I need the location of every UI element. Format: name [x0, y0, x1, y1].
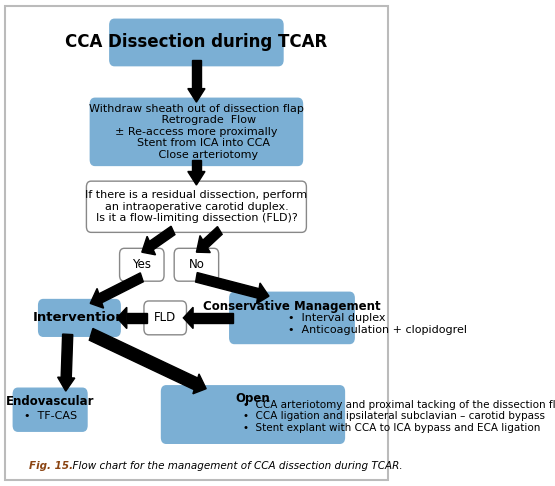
Text: Fig. 15.: Fig. 15. [29, 461, 73, 471]
Text: Open: Open [235, 392, 270, 405]
FancyBboxPatch shape [230, 292, 354, 344]
Polygon shape [99, 273, 143, 303]
Polygon shape [90, 289, 104, 308]
FancyBboxPatch shape [110, 19, 283, 66]
Text: Endovascular: Endovascular [6, 395, 94, 408]
FancyBboxPatch shape [162, 386, 345, 443]
Text: Flow chart for the management of CCA dissection during TCAR.: Flow chart for the management of CCA dis… [65, 461, 402, 471]
FancyBboxPatch shape [119, 248, 164, 281]
Polygon shape [149, 226, 175, 250]
FancyBboxPatch shape [39, 299, 120, 336]
Polygon shape [191, 159, 201, 172]
Polygon shape [196, 236, 210, 253]
Polygon shape [203, 226, 222, 248]
Polygon shape [61, 334, 73, 378]
Text: •  CCA arteriotomy and proximal tacking of the dissection flap
•  CCA ligation a: • CCA arteriotomy and proximal tacking o… [243, 400, 555, 433]
Text: •  TF-CAS: • TF-CAS [23, 411, 77, 421]
Text: Conservative Management: Conservative Management [203, 300, 381, 313]
Polygon shape [142, 236, 155, 255]
Polygon shape [193, 374, 206, 394]
Polygon shape [193, 313, 233, 323]
Polygon shape [256, 283, 269, 304]
Polygon shape [58, 377, 75, 391]
FancyBboxPatch shape [174, 248, 219, 281]
FancyBboxPatch shape [13, 388, 87, 431]
FancyBboxPatch shape [144, 301, 186, 335]
Polygon shape [127, 313, 147, 323]
Polygon shape [195, 273, 259, 298]
Text: Withdraw sheath out of dissection flap
       Retrograde  Flow
± Re-access more : Withdraw sheath out of dissection flap R… [89, 104, 304, 160]
Text: If there is a residual dissection, perform
an intraoperative carotid duplex.
Is : If there is a residual dissection, perfo… [85, 190, 307, 224]
FancyBboxPatch shape [6, 6, 387, 480]
Polygon shape [188, 172, 205, 185]
Text: Yes: Yes [132, 258, 152, 271]
Text: No: No [189, 258, 204, 271]
Polygon shape [188, 88, 205, 102]
FancyBboxPatch shape [87, 181, 306, 232]
Text: CCA Dissection during TCAR: CCA Dissection during TCAR [65, 34, 327, 52]
FancyBboxPatch shape [90, 98, 302, 165]
Polygon shape [117, 307, 127, 329]
Text: FLD: FLD [154, 312, 176, 324]
Text: Intervention: Intervention [33, 312, 126, 324]
Polygon shape [89, 329, 198, 390]
Text: •  Interval duplex
•  Anticoagulation + clopidogrel: • Interval duplex • Anticoagulation + cl… [288, 313, 467, 335]
Polygon shape [191, 60, 201, 88]
Polygon shape [183, 307, 193, 329]
